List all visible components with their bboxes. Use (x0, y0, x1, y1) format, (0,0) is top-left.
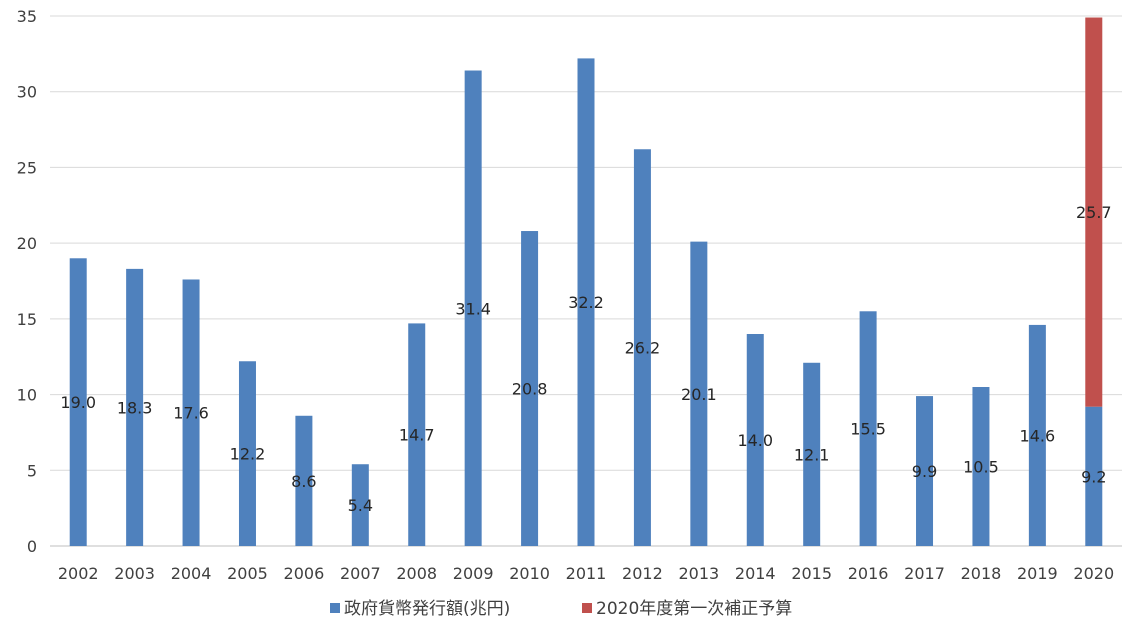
legend: 政府貨幣発行額(兆円) 2020年度第一次補正予算 (330, 599, 792, 619)
legend-swatch (582, 603, 592, 613)
x-tick-label: 2003 (114, 564, 155, 583)
bar-issuance-2003 (126, 268, 144, 546)
y-tick-label: 25 (17, 158, 37, 177)
x-tick-label: 2002 (58, 564, 99, 583)
legend-swatch (330, 603, 340, 613)
data-label: 5.4 (348, 496, 373, 515)
bars (69, 17, 1103, 547)
data-label: 31.4 (455, 299, 491, 318)
x-tick-label: 2014 (735, 564, 776, 583)
x-tick-label: 2017 (904, 564, 945, 583)
y-axis-ticks: 0 5 10 15 20 25 30 35 (17, 7, 37, 556)
data-label: 17.6 (173, 404, 209, 423)
x-tick-label: 2008 (396, 564, 437, 583)
bar-issuance-2019 (1028, 324, 1046, 546)
x-tick-label: 2019 (1017, 564, 1058, 583)
bar-issuance-2002 (69, 258, 87, 546)
bar-issuance-2020 (1085, 406, 1103, 546)
data-label: 18.3 (117, 398, 153, 417)
bar-issuance-2015 (803, 362, 821, 546)
x-tick-label: 2006 (284, 564, 325, 583)
x-tick-label: 2004 (171, 564, 212, 583)
y-tick-label: 30 (17, 83, 37, 102)
bar-issuance-2006 (295, 415, 313, 546)
data-label: 9.9 (912, 462, 937, 481)
bar-supplementary-2020 (1085, 17, 1103, 407)
y-tick-label: 5 (27, 461, 37, 480)
data-label: 14.0 (737, 431, 773, 450)
bar-issuance-2009 (464, 70, 482, 546)
x-tick-label: 2018 (961, 564, 1002, 583)
bar-issuance-2013 (690, 241, 708, 546)
data-label: 26.2 (625, 339, 661, 358)
data-label: 32.2 (568, 293, 604, 312)
bar-issuance-2004 (182, 279, 200, 546)
data-label: 8.6 (291, 472, 316, 491)
bar-issuance-2011 (577, 58, 595, 547)
bar-issuance-2014 (746, 334, 764, 546)
data-label: 15.5 (850, 420, 886, 439)
x-tick-label: 2010 (509, 564, 550, 583)
bar-issuance-2005 (238, 361, 256, 546)
bar-issuance-2008 (408, 323, 426, 546)
data-label: 20.8 (512, 380, 548, 399)
data-label: 12.2 (230, 445, 266, 464)
data-label: 9.2 (1081, 467, 1106, 486)
bar-issuance-2007 (351, 464, 369, 546)
data-label: 20.1 (681, 385, 717, 404)
x-tick-label: 2009 (453, 564, 494, 583)
data-labels: 19.0 18.3 17.6 12.2 8.6 5.4 14.7 31.4 20.8 32.2 26… (60, 203, 1111, 515)
bar-issuance-2012 (633, 149, 651, 546)
y-tick-label: 15 (17, 310, 37, 329)
y-tick-label: 35 (17, 7, 37, 26)
y-tick-label: 20 (17, 234, 37, 253)
x-tick-label: 2007 (340, 564, 381, 583)
data-label: 12.1 (794, 445, 830, 464)
legend-label: 2020年度第一次補正予算 (596, 599, 792, 619)
data-label: 19.0 (60, 393, 96, 412)
x-tick-label: 2005 (227, 564, 268, 583)
y-tick-label: 0 (27, 537, 37, 556)
x-tick-label: 2015 (791, 564, 832, 583)
bar-issuance-2010 (521, 231, 539, 546)
bar-issuance-2017 (916, 396, 934, 546)
data-label: 25.7 (1076, 203, 1112, 222)
bar-issuance-2018 (972, 387, 990, 546)
legend-label: 政府貨幣発行額(兆円) (344, 599, 510, 619)
data-label: 14.7 (399, 426, 435, 445)
x-tick-label: 2020 (1073, 564, 1114, 583)
x-tick-label: 2013 (678, 564, 719, 583)
x-tick-label: 2016 (848, 564, 889, 583)
data-label: 14.6 (1020, 426, 1056, 445)
x-tick-label: 2011 (566, 564, 607, 583)
y-tick-label: 10 (17, 386, 37, 405)
bar-issuance-2016 (859, 311, 877, 546)
x-axis-ticks: 2002 2003 2004 2005 2006 2007 2008 2009 2010 2011… (58, 564, 1114, 583)
x-tick-label: 2012 (622, 564, 663, 583)
data-label: 10.5 (963, 458, 999, 477)
